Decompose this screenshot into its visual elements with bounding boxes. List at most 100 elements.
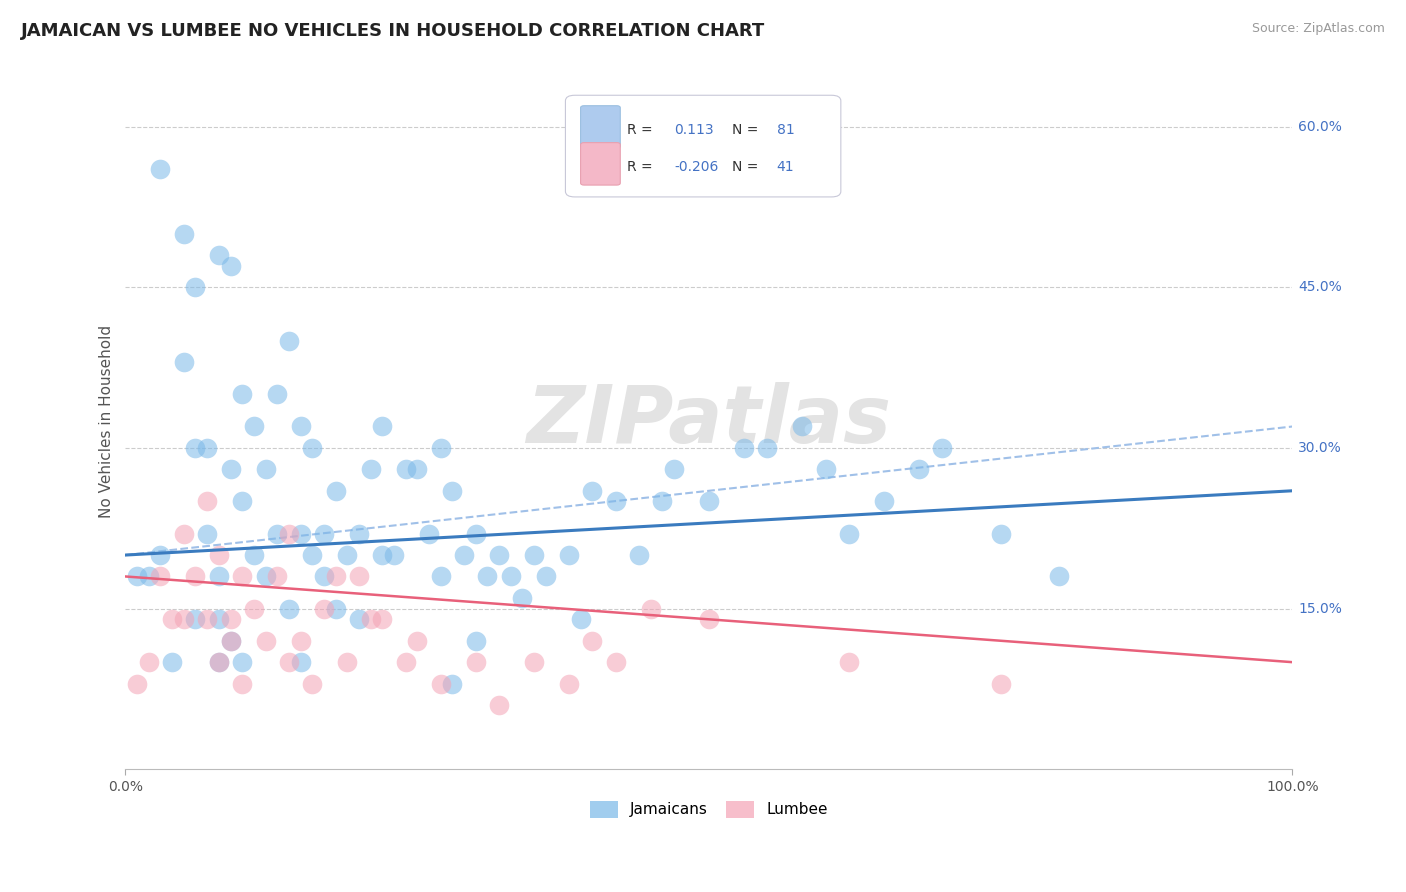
Point xyxy=(477,569,499,583)
Point xyxy=(254,569,277,583)
Point xyxy=(523,548,546,562)
Text: 30.0%: 30.0% xyxy=(1298,441,1343,455)
Point xyxy=(464,526,486,541)
Point xyxy=(173,355,195,369)
Point xyxy=(325,483,347,498)
Point xyxy=(290,419,312,434)
Point xyxy=(160,655,183,669)
Point xyxy=(510,591,533,605)
Point xyxy=(838,655,860,669)
Point xyxy=(347,569,370,583)
Point xyxy=(266,569,288,583)
Point xyxy=(429,569,451,583)
Point xyxy=(488,698,510,712)
Point xyxy=(523,655,546,669)
Point xyxy=(406,462,429,476)
Point xyxy=(127,569,149,583)
Point xyxy=(429,441,451,455)
Point xyxy=(277,334,299,348)
Point xyxy=(127,676,149,690)
Point xyxy=(195,494,218,508)
Point xyxy=(312,569,335,583)
Point xyxy=(792,419,814,434)
Point xyxy=(231,494,253,508)
Point xyxy=(138,655,160,669)
Point xyxy=(814,462,837,476)
Point xyxy=(208,655,231,669)
Point xyxy=(990,526,1012,541)
Text: 15.0%: 15.0% xyxy=(1298,601,1343,615)
Point xyxy=(301,548,323,562)
Point xyxy=(219,633,242,648)
Point xyxy=(208,548,231,562)
Point xyxy=(429,676,451,690)
Point xyxy=(733,441,755,455)
Point xyxy=(488,548,510,562)
Text: N =: N = xyxy=(733,160,759,174)
Point xyxy=(149,569,172,583)
Text: JAMAICAN VS LUMBEE NO VEHICLES IN HOUSEHOLD CORRELATION CHART: JAMAICAN VS LUMBEE NO VEHICLES IN HOUSEH… xyxy=(21,22,765,40)
Point xyxy=(453,548,475,562)
Y-axis label: No Vehicles in Household: No Vehicles in Household xyxy=(100,325,114,517)
Point xyxy=(651,494,673,508)
Point xyxy=(312,526,335,541)
Point xyxy=(277,655,299,669)
Point xyxy=(662,462,685,476)
Legend: Jamaicans, Lumbee: Jamaicans, Lumbee xyxy=(585,795,834,824)
Point xyxy=(290,526,312,541)
Point xyxy=(418,526,440,541)
Point xyxy=(605,655,627,669)
Point xyxy=(231,387,253,401)
Point xyxy=(243,601,266,615)
Point xyxy=(184,569,207,583)
Point xyxy=(149,162,172,177)
Point xyxy=(382,548,405,562)
Text: R =: R = xyxy=(627,123,652,137)
Point xyxy=(173,526,195,541)
Point xyxy=(697,612,720,626)
Point xyxy=(697,494,720,508)
Point xyxy=(931,441,953,455)
Point xyxy=(277,601,299,615)
Text: 81: 81 xyxy=(776,123,794,137)
Text: 41: 41 xyxy=(776,160,794,174)
Point xyxy=(138,569,160,583)
Point xyxy=(336,548,359,562)
Point xyxy=(499,569,522,583)
Point xyxy=(219,633,242,648)
Point xyxy=(394,655,416,669)
Point xyxy=(231,569,253,583)
Point xyxy=(184,280,207,294)
Point xyxy=(149,548,172,562)
Point xyxy=(336,655,359,669)
Point xyxy=(184,441,207,455)
Point xyxy=(160,612,183,626)
Point xyxy=(219,462,242,476)
Point xyxy=(394,462,416,476)
Point xyxy=(908,462,931,476)
Point xyxy=(301,441,323,455)
Point xyxy=(290,655,312,669)
Point xyxy=(195,441,218,455)
Point xyxy=(406,633,429,648)
Point xyxy=(569,612,592,626)
Point xyxy=(231,676,253,690)
Point xyxy=(325,601,347,615)
Point xyxy=(464,633,486,648)
Point xyxy=(360,612,382,626)
Point xyxy=(219,612,242,626)
Point xyxy=(640,601,662,615)
Point xyxy=(347,612,370,626)
Point xyxy=(254,462,277,476)
Point xyxy=(464,655,486,669)
Point xyxy=(301,676,323,690)
Point xyxy=(838,526,860,541)
Text: 0.113: 0.113 xyxy=(673,123,714,137)
Point xyxy=(1047,569,1070,583)
Point xyxy=(219,259,242,273)
Point xyxy=(581,633,603,648)
Point xyxy=(195,526,218,541)
Point xyxy=(371,419,394,434)
Point xyxy=(208,569,231,583)
Point xyxy=(243,548,266,562)
